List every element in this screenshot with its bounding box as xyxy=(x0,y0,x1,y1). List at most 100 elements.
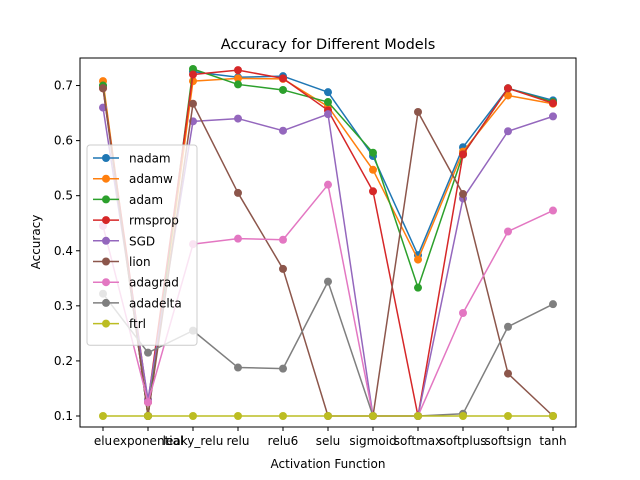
data-point xyxy=(144,348,152,357)
legend-label: adam xyxy=(129,193,163,207)
data-point xyxy=(414,107,422,116)
y-tick-label: 0.1 xyxy=(54,409,73,423)
data-point xyxy=(414,255,422,264)
data-point xyxy=(189,65,197,74)
x-tick-label: leaky_relu xyxy=(163,434,224,448)
y-tick-label: 0.6 xyxy=(54,134,73,148)
legend-label: rmsprop xyxy=(129,214,179,228)
data-point xyxy=(504,91,512,100)
data-point xyxy=(279,364,287,373)
data-point xyxy=(459,411,467,420)
data-point xyxy=(504,227,512,236)
legend-item: ftrl xyxy=(93,317,146,331)
legend-marker xyxy=(102,216,110,225)
data-point xyxy=(324,88,332,97)
chart-title: Accuracy for Different Models xyxy=(221,37,436,53)
y-axis: 0.1 0.2 0.3 0.4 0.5 0.6 0.7 xyxy=(54,79,80,423)
y-tick-label: 0.3 xyxy=(54,299,73,313)
data-point xyxy=(504,127,512,136)
data-point xyxy=(189,411,197,420)
legend-marker xyxy=(102,195,110,204)
data-point xyxy=(279,411,287,420)
legend-label: adamw xyxy=(129,172,173,186)
legend-marker xyxy=(102,174,110,183)
data-point xyxy=(369,165,377,174)
data-point xyxy=(279,74,287,83)
x-tick-label: relu6 xyxy=(268,434,299,448)
x-tick-label: selu xyxy=(316,434,341,448)
data-point xyxy=(279,264,287,273)
y-axis-label: Accuracy xyxy=(29,215,43,270)
legend-marker xyxy=(102,298,110,307)
x-tick-label: softmax xyxy=(394,434,442,448)
data-point xyxy=(369,148,377,157)
data-point xyxy=(459,190,467,199)
data-point xyxy=(414,283,422,292)
data-point xyxy=(99,411,107,420)
legend-item: nadam xyxy=(93,152,171,166)
legend-label: adadelta xyxy=(129,296,182,310)
y-tick-label: 0.2 xyxy=(54,354,73,368)
data-point xyxy=(549,300,557,309)
legend-item: adagrad xyxy=(93,276,179,290)
legend-box xyxy=(86,144,198,346)
legend-marker xyxy=(102,278,110,287)
data-point xyxy=(234,74,242,83)
y-tick-label: 0.7 xyxy=(54,79,73,93)
data-point xyxy=(99,84,107,93)
legend-label: nadam xyxy=(129,152,171,166)
data-point xyxy=(234,363,242,372)
data-point xyxy=(459,308,467,317)
x-tick-label: exponential xyxy=(113,434,184,448)
data-point xyxy=(279,126,287,135)
legend-marker xyxy=(102,236,110,245)
data-point xyxy=(144,411,152,420)
legend-label: adagrad xyxy=(129,276,179,290)
x-tick-label: tanh xyxy=(539,434,566,448)
data-point xyxy=(234,411,242,420)
series-ftrl xyxy=(99,411,557,420)
data-point xyxy=(369,411,377,420)
legend-label: ftrl xyxy=(129,317,146,331)
data-point xyxy=(234,234,242,243)
data-point xyxy=(549,411,557,420)
data-point xyxy=(504,411,512,420)
data-point xyxy=(459,150,467,159)
legend-label: lion xyxy=(129,255,151,269)
data-point xyxy=(549,99,557,108)
data-point xyxy=(549,206,557,215)
data-point xyxy=(234,66,242,75)
x-tick-label: softsign xyxy=(484,434,531,448)
data-point xyxy=(324,411,332,420)
x-tick-label: sigmoid xyxy=(349,434,396,448)
data-point xyxy=(234,188,242,197)
data-point xyxy=(369,187,377,196)
data-point xyxy=(324,180,332,189)
legend-item: adadelta xyxy=(93,296,182,310)
y-tick-label: 0.4 xyxy=(54,244,73,258)
legend-marker xyxy=(102,257,110,266)
x-tick-label: softplus xyxy=(439,434,486,448)
data-point xyxy=(504,369,512,378)
data-point xyxy=(234,114,242,123)
legend-item: adam xyxy=(93,193,163,207)
legend-item: SGD xyxy=(93,234,155,248)
y-tick-label: 0.5 xyxy=(54,189,73,203)
data-point xyxy=(324,277,332,286)
legend-marker xyxy=(102,319,110,328)
legend: nadam adamw adam rmsprop SGD lion adagrad adade… xyxy=(86,144,198,346)
data-point xyxy=(279,85,287,94)
data-point xyxy=(189,99,197,108)
data-point xyxy=(549,112,557,121)
data-point xyxy=(414,411,422,420)
legend-item: adamw xyxy=(93,172,173,186)
data-point xyxy=(234,80,242,89)
data-point xyxy=(504,84,512,93)
legend-label: SGD xyxy=(129,234,155,248)
data-point xyxy=(189,70,197,79)
data-point xyxy=(279,235,287,244)
data-point xyxy=(324,110,332,119)
x-tick-label: relu xyxy=(227,434,250,448)
